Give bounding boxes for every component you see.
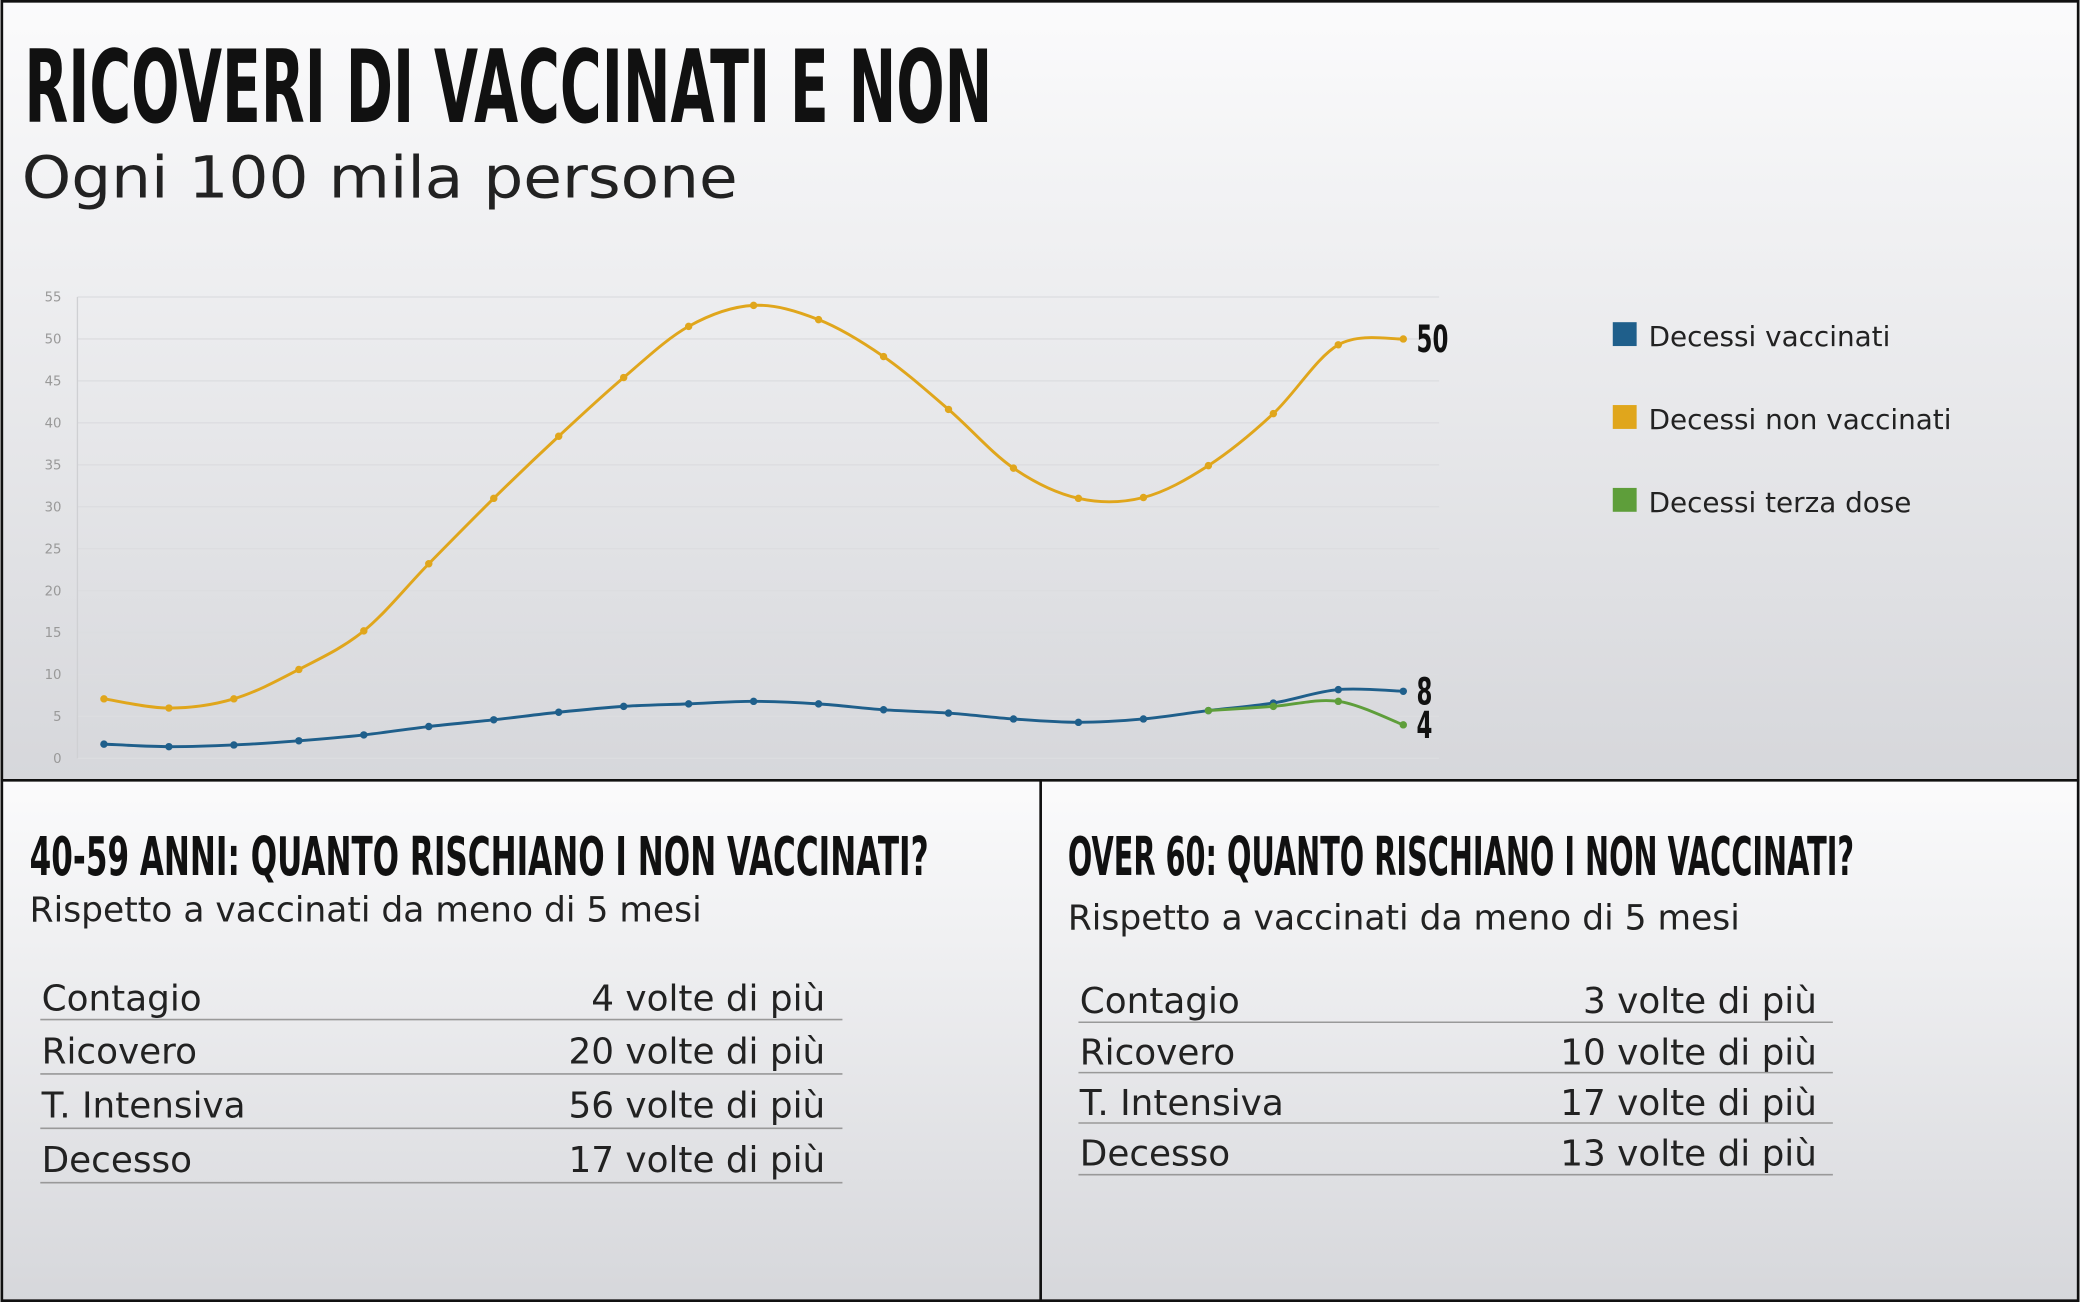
data-point xyxy=(230,741,238,749)
data-point xyxy=(425,722,433,731)
row-label: Decesso xyxy=(1080,1133,1230,1174)
data-point xyxy=(100,740,108,748)
data-point xyxy=(684,322,693,331)
y-tick-label: 20 xyxy=(45,584,62,599)
data-point xyxy=(1334,685,1343,694)
series-line xyxy=(1208,699,1404,727)
data-point xyxy=(1204,706,1213,715)
data-point xyxy=(295,665,303,674)
row-label: Contagio xyxy=(1080,981,1240,1022)
legend-swatch xyxy=(1612,487,1637,512)
panel-title: OVER 60: QUANTO RISCHIANO I NON VACCINAT… xyxy=(1068,826,1854,888)
panel-subtitle: Rispetto a vaccinati da meno di 5 mesi xyxy=(1068,898,1740,938)
data-point xyxy=(814,315,823,324)
data-point xyxy=(1009,464,1018,472)
data-point xyxy=(490,716,498,724)
data-point xyxy=(879,352,888,361)
y-tick-label: 30 xyxy=(45,500,62,515)
legend-label: Decessi vaccinati xyxy=(1649,320,1891,353)
row-label: Decesso xyxy=(42,1140,192,1181)
data-point xyxy=(360,627,368,635)
data-point xyxy=(749,697,758,706)
y-tick-label: 25 xyxy=(45,542,62,557)
data-point xyxy=(879,706,888,714)
row-value: 4 volte di più xyxy=(591,978,825,1019)
row-label: T. Intensiva xyxy=(41,1086,246,1127)
left-panel xyxy=(0,779,1041,1302)
legend-label: Decessi terza dose xyxy=(1649,486,1912,519)
data-point xyxy=(165,704,173,712)
data-point xyxy=(619,373,628,382)
data-point xyxy=(230,695,238,703)
row-label: Ricovero xyxy=(1080,1033,1235,1074)
tables: 40-59 ANNI: QUANTO RISCHIANO I NON VACCI… xyxy=(30,826,1854,1184)
panel-subtitle: Rispetto a vaccinati da meno di 5 mesi xyxy=(30,890,702,930)
data-point xyxy=(1269,702,1278,711)
data-point xyxy=(944,405,953,414)
legend-label: Decessi non vaccinati xyxy=(1649,403,1952,436)
data-point xyxy=(1399,687,1407,695)
end-label: 4 xyxy=(1417,704,1433,747)
y-tick-label: 5 xyxy=(53,710,61,725)
row-value: 3 volte di più xyxy=(1583,981,1817,1022)
row-label: Contagio xyxy=(42,978,202,1019)
data-point xyxy=(1399,721,1407,729)
row-value: 20 volte di più xyxy=(569,1031,826,1072)
data-point xyxy=(1334,697,1343,706)
data-point xyxy=(749,301,758,310)
panel-title: 40-59 ANNI: QUANTO RISCHIANO I NON VACCI… xyxy=(30,826,929,888)
data-point xyxy=(1009,715,1018,723)
right-panel xyxy=(1040,779,2080,1302)
data-point xyxy=(554,432,563,440)
data-point xyxy=(684,700,693,708)
data-point xyxy=(100,695,108,703)
data-point xyxy=(490,494,498,503)
data-point xyxy=(619,702,628,711)
end-label: 50 xyxy=(1417,318,1449,361)
data-point xyxy=(1334,341,1343,349)
row-label: T. Intensiva xyxy=(1079,1083,1284,1124)
data-point xyxy=(1139,493,1148,502)
end-label: 8 xyxy=(1417,671,1433,714)
y-tick-label: 0 xyxy=(53,752,61,767)
data-point xyxy=(360,731,368,739)
data-point xyxy=(1074,718,1083,727)
row-value: 13 volte di più xyxy=(1560,1133,1817,1174)
chart-panel xyxy=(0,0,2080,780)
data-point xyxy=(1139,715,1148,723)
y-tick-label: 50 xyxy=(45,333,62,348)
legend-swatch xyxy=(1612,405,1637,429)
data-point xyxy=(295,737,303,745)
chart-subtitle: Ogni 100 mila persone xyxy=(22,144,738,212)
y-tick-label: 15 xyxy=(45,626,62,641)
y-tick-label: 40 xyxy=(45,416,62,431)
y-tick-label: 55 xyxy=(45,291,62,306)
legend-swatch xyxy=(1612,322,1637,347)
row-value: 17 volte di più xyxy=(569,1140,826,1181)
data-point xyxy=(1074,494,1083,503)
row-value: 10 volte di più xyxy=(1560,1033,1817,1074)
row-value: 17 volte di più xyxy=(1560,1083,1817,1124)
data-point xyxy=(814,700,823,708)
y-tick-label: 35 xyxy=(45,458,62,473)
data-point xyxy=(554,708,563,716)
row-label: Ricovero xyxy=(42,1031,197,1072)
data-point xyxy=(1269,409,1278,418)
data-point xyxy=(165,742,173,751)
data-point xyxy=(944,709,953,717)
row-value: 56 volte di più xyxy=(569,1086,826,1127)
data-point xyxy=(1204,461,1213,470)
data-point xyxy=(425,560,433,568)
data-point xyxy=(1399,335,1407,343)
y-tick-label: 10 xyxy=(45,668,62,683)
plot: 0 5 10 15 20 25 30 35 40 45 50 55 8 Decessi vaccinati… xyxy=(45,291,1952,767)
chart-title: RICOVERI DI VACCINATI E NON xyxy=(24,28,992,146)
y-tick-label: 45 xyxy=(45,375,62,390)
